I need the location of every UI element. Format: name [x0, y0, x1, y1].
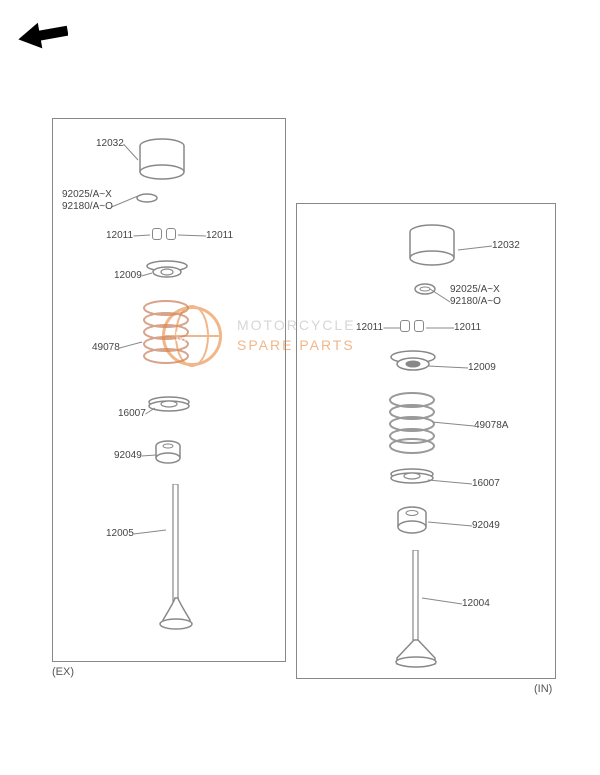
- ex-tappet-icon: [138, 138, 186, 185]
- in-seal-icon: [396, 506, 428, 539]
- in-spring-icon: [388, 392, 436, 459]
- nav-arrow-icon: [18, 20, 68, 55]
- part-label: 49078A: [474, 420, 508, 431]
- part-label: 16007: [472, 478, 500, 489]
- ex-cotter-right-icon: [166, 228, 176, 240]
- in-panel-label: (IN): [534, 683, 552, 695]
- in-cotter-right-icon: [414, 320, 424, 332]
- part-label: 12004: [462, 598, 490, 609]
- part-label: 92180/A~O: [62, 201, 113, 212]
- ex-cotter-left-icon: [152, 228, 162, 240]
- in-retainer-icon: [390, 350, 436, 381]
- watermark-globe-icon: MSP: [162, 306, 222, 366]
- watermark: MSP MOTORCYCLE SPARE PARTS: [162, 306, 356, 366]
- part-label: 12009: [114, 270, 142, 281]
- ex-panel-label: (EX): [52, 666, 74, 678]
- watermark-line2: SPARE PARTS: [237, 336, 356, 356]
- part-label: 12011: [356, 322, 383, 333]
- in-seat-icon: [390, 468, 434, 491]
- in-tappet-icon: [408, 224, 456, 271]
- part-label: 92180/A~O: [450, 296, 501, 307]
- part-label: 49078: [92, 342, 120, 353]
- watermark-msp: MSP: [175, 328, 208, 344]
- part-label: 92025/A~X: [450, 284, 500, 295]
- part-label: 92049: [472, 520, 500, 531]
- ex-shim-icon: [136, 190, 158, 208]
- part-label: 12009: [468, 362, 496, 373]
- part-label: 92049: [114, 450, 142, 461]
- part-label: 12005: [106, 528, 134, 539]
- in-cotter-left-icon: [400, 320, 410, 332]
- ex-retainer-icon: [146, 260, 188, 285]
- part-label: 12011: [106, 230, 133, 241]
- ex-valve-icon: [158, 484, 208, 639]
- part-label: 16007: [118, 408, 146, 419]
- watermark-line1: MOTORCYCLE: [237, 316, 356, 336]
- part-label: 12011: [454, 322, 481, 333]
- ex-seal-icon: [154, 440, 182, 469]
- part-label: 12011: [206, 230, 233, 241]
- part-label: 12032: [96, 138, 124, 149]
- part-label: 92025/A~X: [62, 189, 112, 200]
- ex-seat-icon: [148, 396, 190, 419]
- in-shim-icon: [414, 282, 436, 300]
- in-valve-icon: [394, 550, 450, 675]
- part-label: 12032: [492, 240, 520, 251]
